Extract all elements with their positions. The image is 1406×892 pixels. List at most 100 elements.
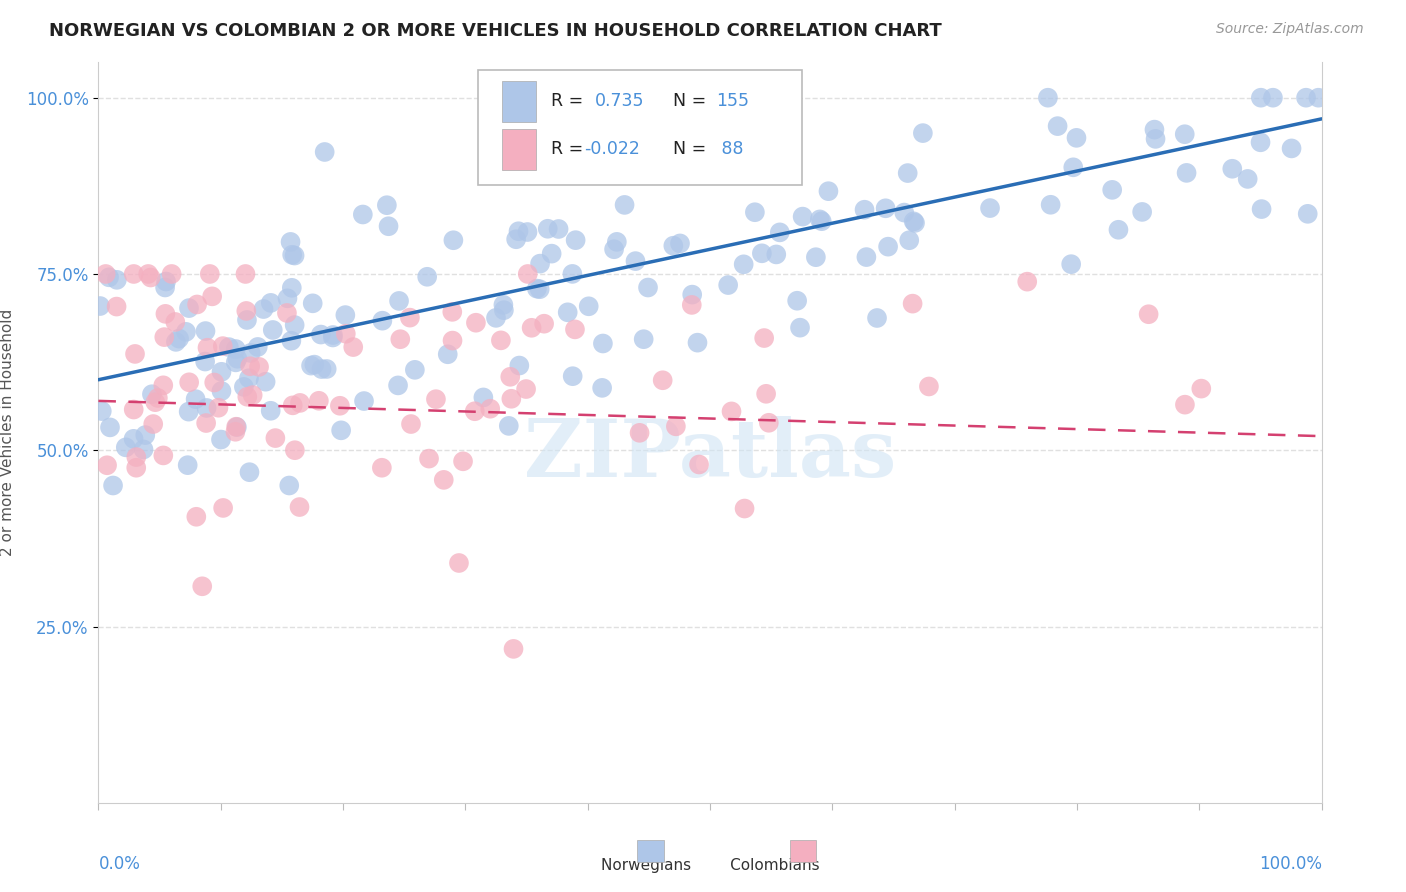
Point bbox=[125, 460, 148, 475]
Point bbox=[165, 334, 187, 349]
Text: R =: R = bbox=[551, 140, 589, 159]
Point bbox=[875, 202, 897, 216]
Point bbox=[533, 317, 555, 331]
Point bbox=[309, 327, 332, 342]
Point bbox=[1060, 257, 1083, 271]
Point bbox=[464, 404, 486, 418]
Text: Norwegians        Colombians: Norwegians Colombians bbox=[600, 858, 820, 873]
Point bbox=[143, 395, 166, 409]
Point bbox=[152, 449, 174, 463]
Point bbox=[669, 236, 692, 251]
Point bbox=[330, 423, 353, 437]
Point bbox=[502, 641, 524, 656]
Point bbox=[377, 219, 399, 234]
Point bbox=[1250, 202, 1272, 216]
Text: Source: ZipAtlas.com: Source: ZipAtlas.com bbox=[1216, 22, 1364, 37]
Point bbox=[537, 221, 560, 235]
Point bbox=[1101, 183, 1123, 197]
Point bbox=[98, 270, 121, 285]
Point bbox=[308, 393, 330, 408]
Point bbox=[603, 242, 626, 256]
Text: 155: 155 bbox=[716, 92, 749, 111]
Point bbox=[105, 300, 128, 314]
Point bbox=[557, 305, 579, 319]
Point bbox=[804, 250, 827, 264]
Point bbox=[155, 275, 177, 289]
Point bbox=[114, 441, 136, 455]
Point bbox=[592, 336, 614, 351]
Point bbox=[284, 248, 307, 262]
Point bbox=[704, 153, 727, 168]
Point bbox=[893, 205, 915, 219]
Point bbox=[505, 232, 527, 246]
Point bbox=[315, 362, 337, 376]
Point bbox=[780, 168, 803, 182]
Point bbox=[633, 332, 655, 346]
Point bbox=[489, 334, 512, 348]
Point bbox=[441, 334, 464, 348]
Point bbox=[681, 287, 703, 301]
Point bbox=[526, 282, 548, 296]
Point bbox=[184, 392, 207, 406]
Point bbox=[238, 371, 260, 385]
Point bbox=[1046, 119, 1069, 133]
Point bbox=[1062, 161, 1084, 175]
Point bbox=[911, 126, 934, 140]
Point bbox=[284, 443, 307, 458]
Point bbox=[717, 278, 740, 293]
Point bbox=[186, 509, 208, 524]
Point bbox=[898, 233, 921, 247]
Text: NORWEGIAN VS COLOMBIAN 2 OR MORE VEHICLES IN HOUSEHOLD CORRELATION CHART: NORWEGIAN VS COLOMBIAN 2 OR MORE VEHICLE… bbox=[49, 22, 942, 40]
Point bbox=[744, 205, 766, 219]
Point bbox=[236, 390, 259, 404]
Point bbox=[352, 207, 374, 221]
Point bbox=[540, 246, 562, 260]
Point bbox=[211, 365, 233, 379]
Point bbox=[353, 394, 375, 409]
Point bbox=[389, 332, 412, 346]
Point bbox=[262, 323, 284, 337]
Point bbox=[515, 382, 537, 396]
Point bbox=[146, 391, 169, 405]
Point bbox=[304, 358, 326, 372]
Point bbox=[242, 388, 264, 402]
Point bbox=[1175, 166, 1198, 180]
Point bbox=[1066, 131, 1088, 145]
Point bbox=[177, 301, 200, 315]
Point bbox=[688, 458, 710, 472]
Point bbox=[280, 334, 302, 348]
Point bbox=[280, 235, 302, 249]
Point bbox=[529, 257, 551, 271]
Point bbox=[399, 417, 422, 431]
Point bbox=[547, 222, 569, 236]
Point bbox=[132, 442, 155, 457]
Point bbox=[1220, 161, 1243, 176]
Point bbox=[335, 308, 357, 322]
Point bbox=[329, 399, 352, 413]
Point bbox=[904, 216, 927, 230]
Point bbox=[1296, 207, 1319, 221]
FancyBboxPatch shape bbox=[637, 840, 664, 862]
Point bbox=[485, 310, 508, 325]
Point bbox=[979, 201, 1001, 215]
Point bbox=[855, 250, 877, 264]
FancyBboxPatch shape bbox=[502, 81, 536, 121]
Point bbox=[492, 298, 515, 312]
Point bbox=[1174, 398, 1197, 412]
Point bbox=[89, 299, 111, 313]
Point bbox=[418, 451, 440, 466]
Point bbox=[101, 478, 124, 492]
Text: 0.735: 0.735 bbox=[595, 92, 644, 111]
Point bbox=[516, 225, 538, 239]
Point bbox=[105, 273, 128, 287]
Y-axis label: 2 or more Vehicles in Household: 2 or more Vehicles in Household bbox=[0, 309, 14, 557]
Point bbox=[853, 202, 876, 217]
Point bbox=[254, 375, 277, 389]
Point bbox=[375, 198, 398, 212]
Point bbox=[479, 401, 502, 416]
Point bbox=[516, 267, 538, 281]
Point bbox=[918, 379, 941, 393]
Point bbox=[1130, 205, 1153, 219]
Point bbox=[561, 267, 583, 281]
Point bbox=[613, 198, 636, 212]
